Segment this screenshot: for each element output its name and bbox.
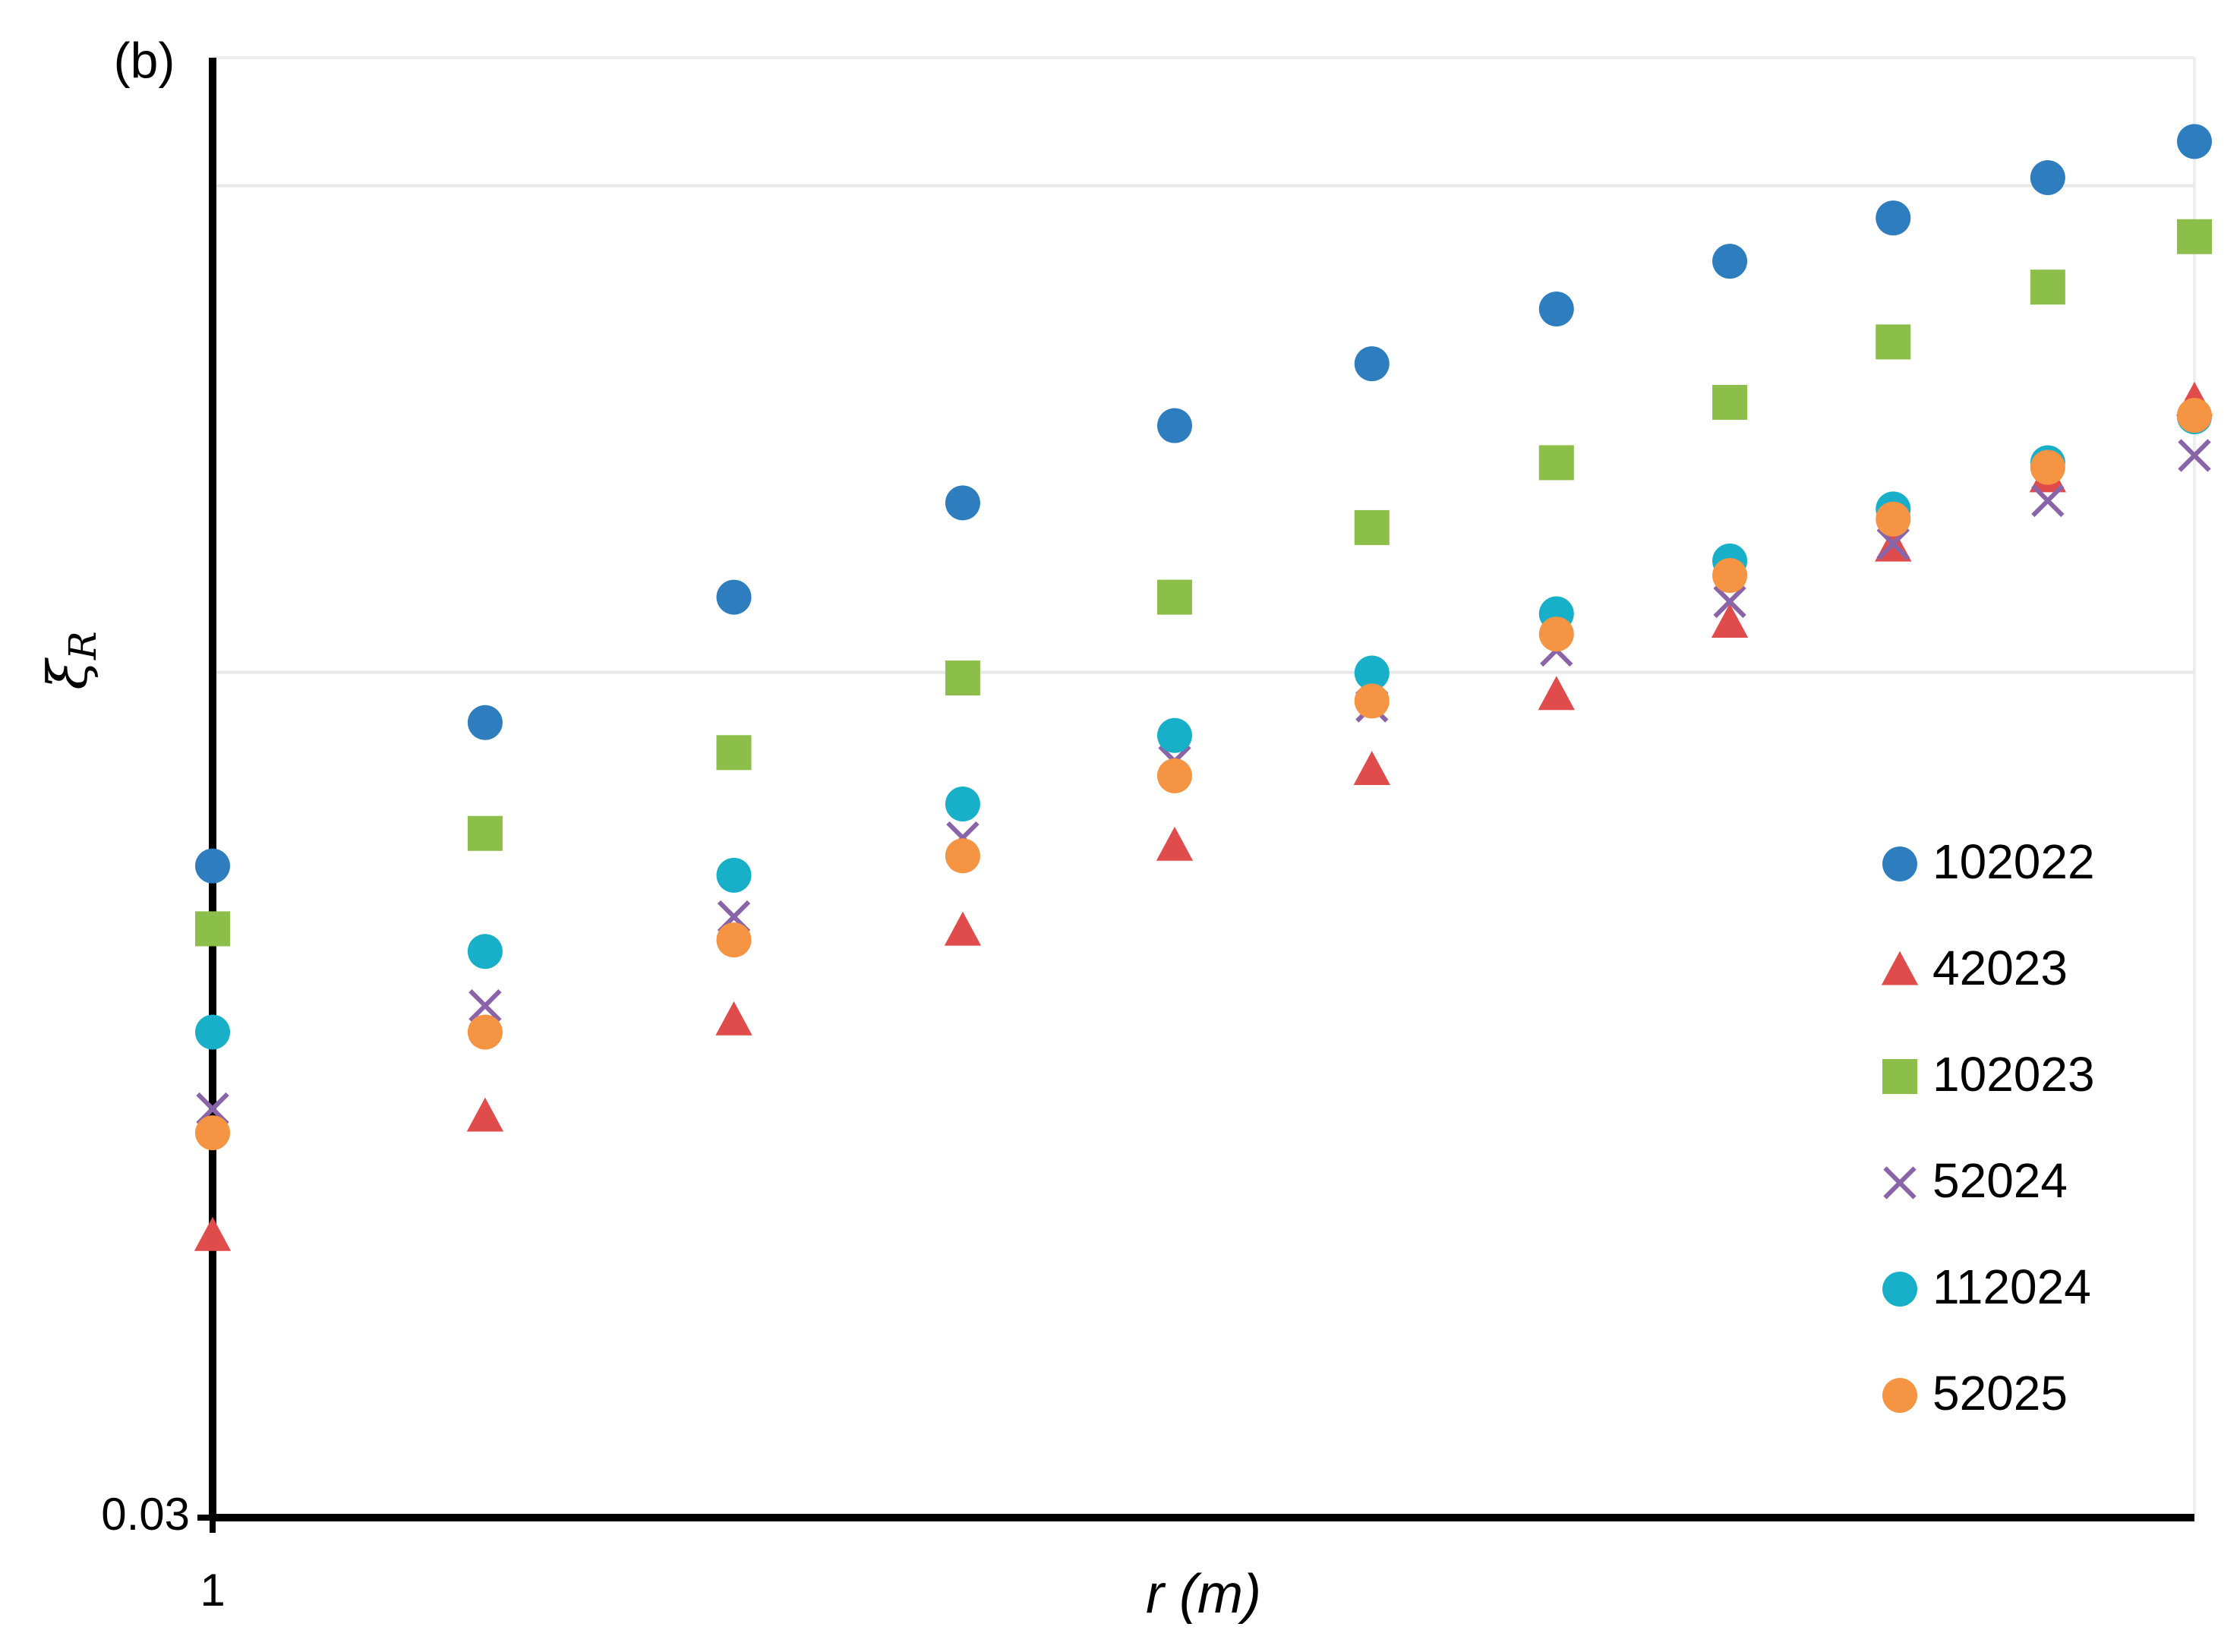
marker-circle <box>1538 291 1574 326</box>
marker-circle <box>467 934 503 969</box>
marker-circle <box>716 579 752 615</box>
marker-triangle <box>194 1216 232 1251</box>
marker-x <box>469 989 502 1023</box>
marker-circle <box>2030 160 2065 196</box>
legend-marker <box>1883 1166 1917 1200</box>
marker-triangle <box>1353 751 1390 785</box>
marker-square <box>945 660 980 696</box>
marker-circle <box>195 848 230 884</box>
marker-circle <box>2030 449 2065 485</box>
marker-circle <box>1876 200 1911 236</box>
marker-circle <box>945 787 980 822</box>
legend-marker <box>1882 846 1917 881</box>
y-axis-title: ξR <box>36 631 105 689</box>
legend-marker <box>1882 1272 1917 1307</box>
marker-triangle <box>1711 604 1749 638</box>
x-tick-label: 1 <box>200 1565 225 1616</box>
marker-circle <box>945 485 980 521</box>
marker-square <box>1712 384 1748 420</box>
marker-circle <box>467 705 503 740</box>
marker-circle <box>945 838 980 874</box>
marker-square <box>1354 509 1390 545</box>
panel-label: (b) <box>114 32 175 88</box>
marker-circle <box>467 1014 503 1050</box>
marker-circle <box>1354 346 1390 382</box>
marker-square <box>1538 445 1574 481</box>
marker-square <box>2177 219 2212 254</box>
x-axis-title: r (m) <box>1146 1564 1261 1625</box>
legend-marker <box>1882 1059 1917 1094</box>
legend-label: 52024 <box>1932 1153 2068 1208</box>
marker-x <box>1713 585 1746 619</box>
marker-x <box>2031 484 2065 518</box>
marker-circle <box>2177 124 2212 159</box>
marker-square <box>195 911 230 947</box>
marker-circle <box>1712 244 1748 279</box>
marker-triangle <box>1156 826 1194 861</box>
legend-label: 102022 <box>1932 834 2095 889</box>
y-axis-subscript: R <box>61 631 105 660</box>
marker-circle <box>2177 398 2212 433</box>
marker-x <box>2178 439 2211 472</box>
legend-label: 102023 <box>1932 1047 2095 1102</box>
marker-x <box>1876 527 1910 560</box>
marker-triangle <box>1538 676 1575 711</box>
legend-marker <box>1881 951 1919 985</box>
marker-square <box>1876 324 1911 360</box>
marker-triangle <box>715 1001 752 1036</box>
marker-circle <box>716 857 752 893</box>
marker-square <box>1156 579 1192 615</box>
marker-circle <box>1354 655 1390 691</box>
y-axis-symbol: ξ <box>36 657 99 690</box>
legend-label: 112024 <box>1932 1259 2091 1314</box>
marker-circle <box>1156 408 1192 443</box>
legend-label: 42023 <box>1932 941 2068 995</box>
marker-circle <box>1156 717 1192 753</box>
marker-circle <box>195 1014 230 1050</box>
marker-circle <box>1156 758 1192 793</box>
legend-label: 52025 <box>1932 1366 2068 1420</box>
marker-triangle <box>466 1097 504 1132</box>
legend-marker <box>1882 1378 1917 1413</box>
y-tick-label: 0.03 <box>101 1489 190 1540</box>
marker-circle <box>195 1115 230 1151</box>
marker-square <box>2030 270 2065 305</box>
marker-circle <box>1538 616 1574 652</box>
marker-square <box>467 815 503 851</box>
marker-circle <box>1354 683 1390 719</box>
marker-square <box>716 735 752 771</box>
marker-triangle <box>944 911 982 946</box>
marker-circle <box>1876 501 1911 537</box>
marker-circle <box>1712 557 1748 593</box>
marker-circle <box>716 922 752 958</box>
